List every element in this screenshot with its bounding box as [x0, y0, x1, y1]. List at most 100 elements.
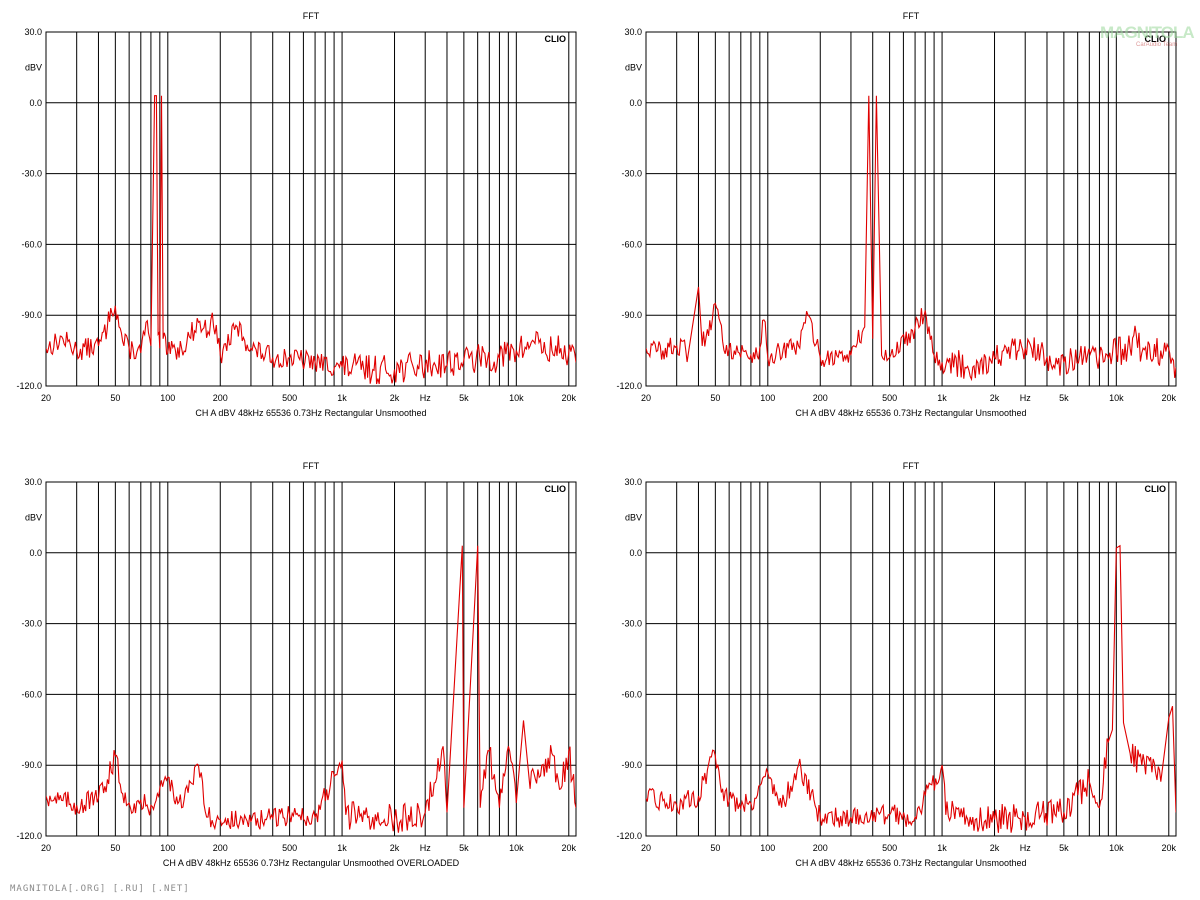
- fft-trace: [646, 544, 1176, 833]
- y-tick-label: 30.0: [24, 477, 42, 487]
- logo-subtext: CarAudio Team: [1136, 42, 1177, 48]
- x-tick-label: 50: [110, 843, 120, 853]
- x-tick-label: 100: [160, 843, 175, 853]
- x-tick-label: 2k: [990, 843, 1000, 853]
- y-tick-label: 30.0: [624, 27, 642, 37]
- x-tick-label: 200: [213, 843, 228, 853]
- y-tick-label: 0.0: [629, 98, 642, 108]
- chart-info: CH A dBV 48kHz 65536 0.73Hz Rectangular …: [795, 858, 1026, 868]
- x-tick-label: 10k: [1109, 843, 1124, 853]
- chart-title: FFT: [903, 461, 920, 471]
- chart-brand: CLIO: [1145, 484, 1167, 494]
- chart-info: CH A dBV 48kHz 65536 0.73Hz Rectangular …: [795, 408, 1026, 418]
- y-tick-label: -90.0: [621, 310, 642, 320]
- fft-chart-4: FFT CLIO 30.0 0.0 -30.0 -60.0 -90.0 -120.0 dBV 20…: [616, 461, 1176, 868]
- y-tick-label: 30.0: [24, 27, 42, 37]
- x-tick-label: 1k: [337, 843, 347, 853]
- fft-chart-3: FFT CLIO 30.0 0.0 -30.0 -60.0 -90.0 -120.0 dBV 20…: [16, 461, 576, 868]
- chart-brand: CLIO: [1145, 34, 1167, 44]
- x-tick-label: 20k: [562, 843, 577, 853]
- x-tick-label: 20: [41, 393, 51, 403]
- x-tick-label: Hz: [1020, 393, 1031, 403]
- footer-watermark: MAGNITOLA[.ORG] [.RU] [.NET]: [10, 884, 190, 894]
- x-tick-label: 20: [41, 843, 51, 853]
- x-tick-label: 2k: [390, 393, 400, 403]
- x-tick-label: 5k: [1059, 843, 1069, 853]
- x-tick-label: 20: [641, 843, 651, 853]
- fft-chart-2: FFT CLIO 30.0 0.0 -30.0 -60.0 -90.0 -120.0 dBV 20…: [616, 11, 1176, 418]
- y-tick-label: -30.0: [621, 619, 642, 629]
- x-tick-label: 200: [813, 843, 828, 853]
- plot-area: [45, 31, 577, 387]
- x-tick-label: 500: [882, 843, 897, 853]
- y-tick-label: -30.0: [21, 619, 42, 629]
- fft-chart-1: FFT CLIO 30.0 0.0 -30.0 -60.0 -90.0 -120.0 dBV 20…: [16, 11, 576, 418]
- y-axis-label: dBV: [625, 512, 642, 522]
- y-tick-label: -60.0: [21, 689, 42, 699]
- y-tick-label: -30.0: [21, 169, 42, 179]
- y-tick-label: 0.0: [29, 98, 42, 108]
- x-tick-label: 1k: [337, 393, 347, 403]
- fft-trace: [46, 545, 576, 833]
- x-tick-label: 5k: [459, 843, 469, 853]
- y-axis-label: dBV: [25, 512, 42, 522]
- x-tick-label: 50: [110, 393, 120, 403]
- x-tick-label: 2k: [990, 393, 1000, 403]
- y-tick-label: -120.0: [16, 381, 42, 391]
- x-tick-label: 2k: [390, 843, 400, 853]
- y-tick-label: -120.0: [616, 831, 642, 841]
- chart-title: FFT: [903, 11, 920, 21]
- x-tick-label: 1k: [937, 843, 947, 853]
- x-tick-label: 1k: [937, 393, 947, 403]
- x-tick-label: 500: [282, 393, 297, 403]
- chart-brand: CLIO: [545, 484, 567, 494]
- y-tick-label: -60.0: [621, 689, 642, 699]
- x-tick-label: Hz: [1020, 843, 1031, 853]
- logo-text: MAGNITOLA: [1100, 23, 1194, 42]
- plot-area: [45, 481, 577, 837]
- x-tick-label: 10k: [509, 843, 524, 853]
- y-tick-label: -60.0: [621, 239, 642, 249]
- x-tick-label: 100: [760, 843, 775, 853]
- x-tick-label: 20k: [1162, 843, 1177, 853]
- y-tick-label: -120.0: [16, 831, 42, 841]
- x-tick-label: 500: [882, 393, 897, 403]
- x-tick-label: 20k: [562, 393, 577, 403]
- chart-info: CH A dBV 48kHz 65536 0.73Hz Rectangular …: [163, 858, 460, 868]
- x-tick-label: 500: [282, 843, 297, 853]
- y-tick-label: -90.0: [21, 760, 42, 770]
- x-tick-label: Hz: [420, 393, 431, 403]
- x-tick-label: 10k: [509, 393, 524, 403]
- x-tick-label: 5k: [1059, 393, 1069, 403]
- plot-area: [645, 481, 1177, 837]
- x-tick-label: 100: [160, 393, 175, 403]
- x-tick-label: 50: [710, 393, 720, 403]
- y-tick-label: -90.0: [621, 760, 642, 770]
- chart-brand: CLIO: [545, 34, 567, 44]
- chart-title: FFT: [303, 461, 320, 471]
- fft-trace: [46, 95, 576, 385]
- y-axis-label: dBV: [25, 62, 42, 72]
- chart-info: CH A dBV 48kHz 65536 0.73Hz Rectangular …: [195, 408, 426, 418]
- chart-title: FFT: [303, 11, 320, 21]
- x-tick-label: 10k: [1109, 393, 1124, 403]
- x-tick-label: 200: [813, 393, 828, 403]
- y-tick-label: 0.0: [629, 548, 642, 558]
- y-tick-label: 30.0: [624, 477, 642, 487]
- x-tick-label: 200: [213, 393, 228, 403]
- x-tick-label: 20: [641, 393, 651, 403]
- y-tick-label: -120.0: [616, 381, 642, 391]
- x-tick-label: 20k: [1162, 393, 1177, 403]
- y-tick-label: -30.0: [621, 169, 642, 179]
- y-tick-label: -60.0: [21, 239, 42, 249]
- x-tick-label: Hz: [420, 843, 431, 853]
- y-tick-label: -90.0: [21, 310, 42, 320]
- y-axis-label: dBV: [625, 62, 642, 72]
- x-tick-label: 50: [710, 843, 720, 853]
- x-tick-label: 5k: [459, 393, 469, 403]
- x-tick-label: 100: [760, 393, 775, 403]
- y-tick-label: 0.0: [29, 548, 42, 558]
- fft-trace: [646, 95, 1176, 382]
